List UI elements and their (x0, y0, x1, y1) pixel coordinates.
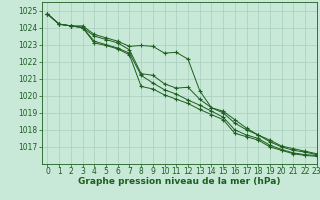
X-axis label: Graphe pression niveau de la mer (hPa): Graphe pression niveau de la mer (hPa) (78, 177, 280, 186)
